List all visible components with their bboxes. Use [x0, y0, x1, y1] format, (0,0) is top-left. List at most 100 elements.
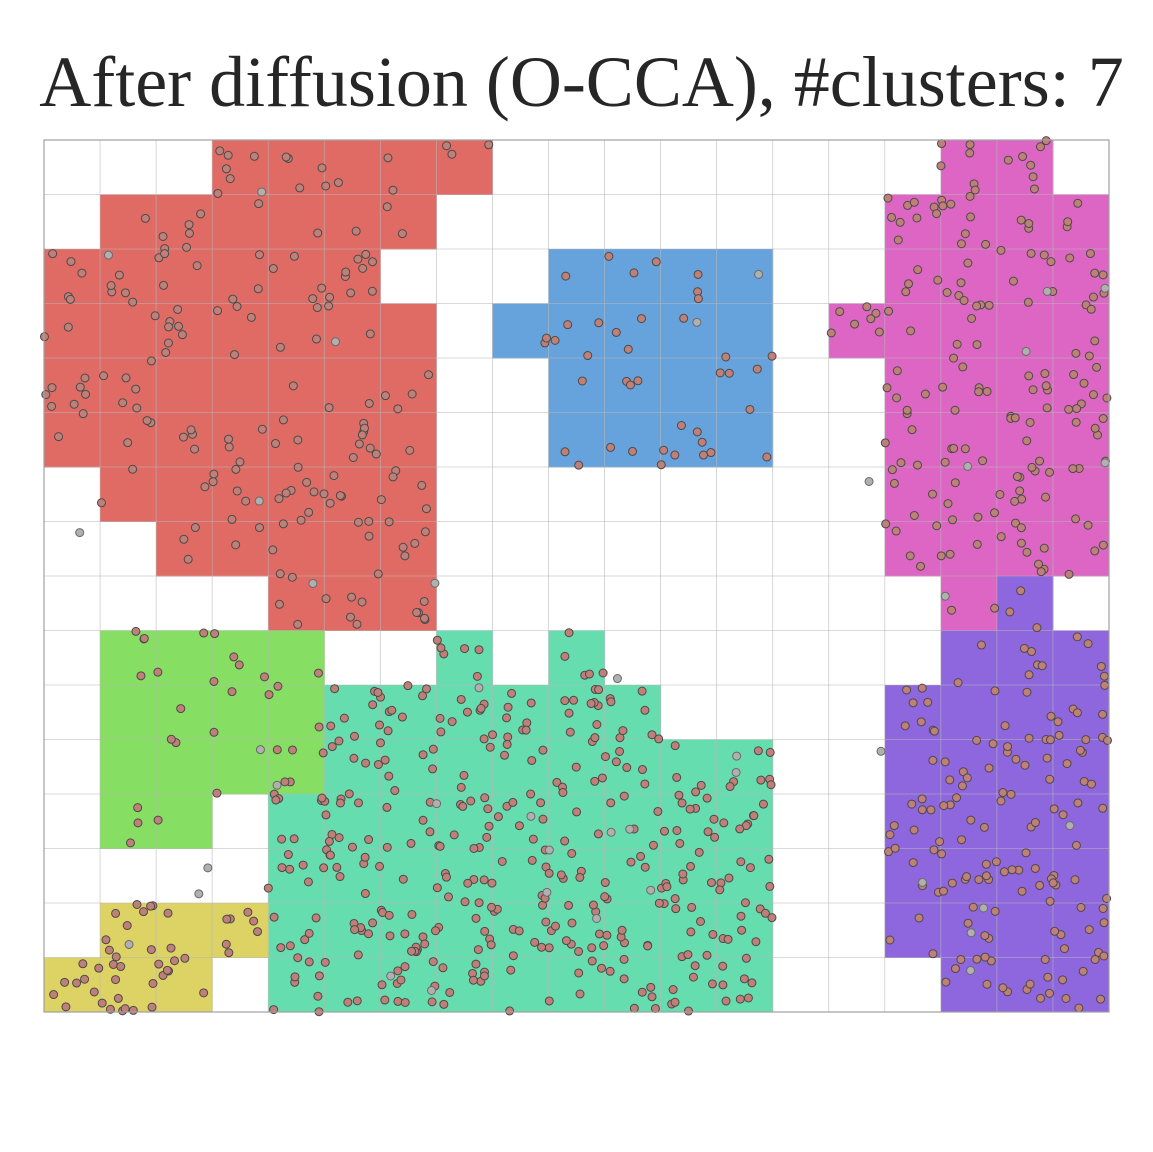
data-point	[170, 956, 180, 966]
data-point	[850, 319, 860, 329]
data-point	[353, 254, 363, 264]
data-point	[159, 280, 169, 290]
data-point	[996, 532, 1006, 542]
data-point	[313, 668, 323, 678]
data-point	[749, 811, 759, 821]
data-point	[111, 908, 121, 918]
cluster-2-cell	[660, 358, 718, 413]
data-point	[460, 644, 470, 654]
data-point	[1079, 776, 1089, 786]
data-point	[163, 338, 173, 348]
data-point	[1005, 607, 1015, 617]
data-point	[493, 812, 503, 822]
noise-point	[1042, 286, 1052, 296]
data-point	[383, 726, 393, 736]
data-point	[373, 687, 383, 697]
data-point	[874, 327, 884, 337]
data-point	[502, 739, 512, 749]
data-point	[1079, 378, 1089, 388]
data-point	[393, 404, 403, 414]
data-point	[745, 863, 755, 873]
data-point	[980, 931, 990, 941]
data-point	[275, 569, 285, 579]
data-point	[384, 771, 394, 781]
data-point	[678, 869, 688, 879]
data-point	[949, 443, 959, 453]
data-point	[241, 496, 251, 506]
data-point	[365, 329, 375, 339]
data-point	[497, 856, 507, 866]
data-point	[192, 261, 202, 271]
data-point	[442, 141, 452, 151]
data-point	[560, 696, 570, 706]
data-point	[326, 721, 336, 731]
data-point	[364, 835, 374, 845]
data-point	[324, 836, 334, 846]
data-point	[660, 826, 670, 836]
data-point	[1030, 818, 1040, 828]
data-point	[139, 633, 149, 643]
cluster-5-cell	[268, 848, 325, 904]
data-point	[972, 539, 982, 549]
data-point	[485, 742, 495, 752]
data-point	[420, 527, 430, 537]
data-point	[183, 554, 193, 564]
data-point	[973, 512, 983, 522]
data-point	[428, 957, 438, 967]
data-point	[361, 758, 371, 768]
data-point	[1023, 297, 1033, 307]
data-point	[1090, 268, 1100, 278]
data-point	[272, 745, 282, 755]
data-point	[393, 966, 403, 976]
data-point	[418, 815, 428, 825]
data-point	[913, 265, 923, 275]
data-point	[224, 948, 234, 958]
data-point	[590, 776, 600, 786]
data-point	[947, 878, 957, 888]
data-point	[1016, 538, 1026, 548]
data-point	[978, 456, 988, 466]
data-point	[611, 757, 621, 767]
data-point	[327, 742, 337, 752]
data-point	[929, 845, 939, 855]
data-point	[384, 910, 394, 920]
data-point	[65, 294, 75, 304]
noise-point	[646, 885, 656, 895]
data-point	[871, 308, 881, 318]
data-point	[1074, 1003, 1084, 1013]
cluster-2-cell	[660, 412, 718, 468]
data-point	[904, 279, 914, 289]
data-point	[1028, 385, 1038, 395]
data-point	[41, 390, 51, 400]
data-point	[619, 954, 629, 964]
data-point	[991, 857, 1001, 867]
data-point	[575, 872, 585, 882]
data-point	[364, 929, 374, 939]
cluster-6-cell	[1052, 848, 1110, 904]
data-point	[564, 900, 574, 910]
data-point	[1024, 670, 1034, 680]
cluster-1-cell	[380, 412, 437, 468]
data-point	[341, 267, 351, 277]
data-point	[1088, 292, 1098, 302]
data-point	[424, 370, 434, 380]
data-point	[909, 510, 919, 520]
data-point	[61, 1002, 71, 1012]
data-point	[826, 328, 836, 338]
data-point	[479, 734, 489, 744]
data-point	[388, 185, 398, 195]
data-point	[893, 235, 903, 245]
data-point	[425, 827, 435, 837]
data-point	[150, 311, 160, 321]
data-point	[335, 872, 345, 882]
data-point	[271, 439, 281, 449]
data-point	[209, 469, 219, 479]
data-point	[740, 898, 750, 908]
data-point	[1059, 944, 1069, 954]
data-point	[935, 837, 945, 847]
data-point	[232, 486, 242, 496]
data-point	[670, 450, 680, 460]
data-point	[476, 703, 486, 713]
data-point	[487, 902, 497, 912]
data-point	[287, 572, 297, 582]
